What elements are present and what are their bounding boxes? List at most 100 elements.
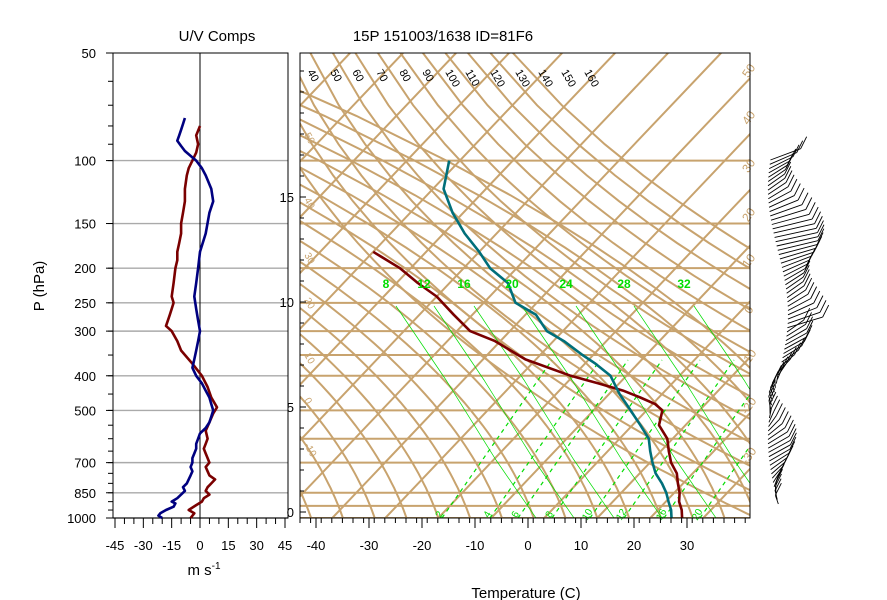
wind-barb-flag — [800, 136, 808, 149]
wind-barb-flag — [793, 183, 801, 196]
wind-barb-shaft — [782, 345, 802, 359]
wind-barb-flag — [817, 228, 825, 241]
pressure-tick-label: 100 — [74, 154, 96, 169]
wind-barb-shaft — [787, 316, 823, 329]
mixing-ratio-label: 20 — [505, 277, 519, 291]
speed-tick-label: 15 — [221, 538, 235, 553]
dry-adiabat-line — [300, 121, 750, 492]
dashed-line-label: 4 — [482, 509, 495, 520]
height-tick-label: 5 — [287, 400, 294, 415]
temperature-tick-label: -30 — [360, 538, 379, 553]
wind-barb-shaft — [785, 328, 807, 341]
wind-barb-flag — [785, 170, 793, 183]
wind-barb-flag — [770, 375, 777, 388]
green-dashed-line — [551, 359, 663, 518]
wind-barb-shaft — [772, 471, 781, 483]
isotherm-line — [300, 53, 404, 163]
wind-barb-flag — [789, 436, 797, 450]
wind-barb-flag — [768, 388, 776, 401]
isotherm-line — [300, 53, 510, 275]
wind-barb-shaft — [777, 368, 783, 380]
dry-adiabat-label: 70 — [373, 68, 390, 85]
wind-barb-shaft — [769, 199, 799, 213]
wind-barb-flag — [771, 395, 778, 409]
mixing-ratio-label: 28 — [617, 277, 631, 291]
isotherm-line — [300, 53, 457, 219]
wind-barb-shaft — [768, 440, 791, 453]
mixing-ratio-label: 8 — [383, 277, 390, 291]
pressure-tick-label: 850 — [74, 486, 96, 501]
wind-barb-shaft — [771, 461, 786, 475]
dry-adiabat-label: 60 — [349, 68, 366, 85]
wind-barb-flag — [803, 307, 811, 321]
wind-barb-flag — [789, 347, 797, 360]
temperature-tick-label: 10 — [574, 538, 588, 553]
height-tick-label: 15 — [280, 190, 294, 205]
wind-barb-flag — [803, 260, 811, 274]
pressure-tick-label: 250 — [74, 296, 96, 311]
temperature-tick-label: -10 — [466, 538, 485, 553]
wind-barb-shaft — [768, 396, 772, 406]
isotherm-line — [702, 467, 750, 518]
isotherm-line — [300, 53, 616, 387]
wind-barb-shaft — [768, 415, 777, 427]
pressure-tick-label: 150 — [74, 217, 96, 232]
wind-barb-shaft — [767, 177, 786, 191]
wind-barb-flag — [802, 269, 810, 282]
moist-adiabat-line — [300, 183, 662, 518]
wind-barb-flag — [817, 220, 824, 233]
wind-barb-shaft — [772, 218, 813, 230]
moist-adiabat-line — [300, 395, 376, 518]
speed-ticks: -45 -30 -15 0 15 30 45 — [106, 518, 292, 553]
isotherm-line — [437, 188, 750, 518]
wind-barb-flag — [775, 473, 782, 487]
mixing-ratio-line — [633, 305, 750, 484]
wind-barb-flag — [805, 312, 812, 325]
skewt-panel-frame — [299, 52, 751, 519]
wind-barb-flag — [803, 273, 811, 286]
dewpoint-profile-line — [442, 160, 673, 518]
wind-barb-shaft — [771, 213, 810, 225]
wind-barb-shaft — [769, 448, 791, 462]
speed-tick-label: -45 — [106, 538, 125, 553]
wind-barb-shaft — [787, 298, 811, 311]
wind-barb-flag — [807, 282, 815, 295]
wind-barb-shaft — [786, 324, 806, 337]
temperature-tick-label: -40 — [307, 538, 326, 553]
wind-barb-flag — [777, 361, 785, 374]
wind-barb-shaft — [768, 190, 792, 204]
dry-adiabat-line — [332, 53, 750, 421]
wind-barb-shaft — [784, 336, 807, 350]
wind-barb-flag — [773, 399, 781, 412]
skewt-background-lines — [300, 53, 750, 518]
green-dashed-line — [699, 445, 750, 518]
moist-adiabat-label: 30 — [301, 251, 316, 267]
wind-barb-shaft — [784, 332, 807, 346]
moist-adiabat-line — [300, 103, 750, 404]
moist-adiabat-line — [300, 219, 599, 518]
wind-barb-flag — [777, 464, 785, 477]
wind-barb-flag — [790, 178, 798, 192]
wind-barb-flag — [810, 286, 818, 299]
speed-tick-label: 0 — [196, 538, 203, 553]
pressure-tick-label: 500 — [74, 403, 96, 418]
wind-barb-flag — [775, 403, 783, 416]
moist-adiabat-line — [300, 332, 440, 518]
wind-barb-shaft — [770, 457, 788, 470]
green-dashed-line — [663, 393, 750, 518]
wind-barb-flag — [813, 290, 821, 304]
isotherm-line — [649, 411, 750, 518]
mixing-ratio-line — [521, 305, 663, 518]
moist-adiabat-label: 20 — [301, 296, 316, 312]
dry-adiabat-line — [467, 53, 750, 291]
temperature-profile-line — [372, 250, 684, 518]
wind-barb-flag — [814, 211, 821, 224]
isotherm-line — [300, 53, 669, 442]
wind-barb-shaft — [775, 232, 818, 243]
wind-barb-flag — [819, 300, 827, 313]
wind-barb-shaft — [768, 164, 788, 178]
wind-barb-flag — [785, 351, 793, 365]
pressure-tick-label: 400 — [74, 369, 96, 384]
